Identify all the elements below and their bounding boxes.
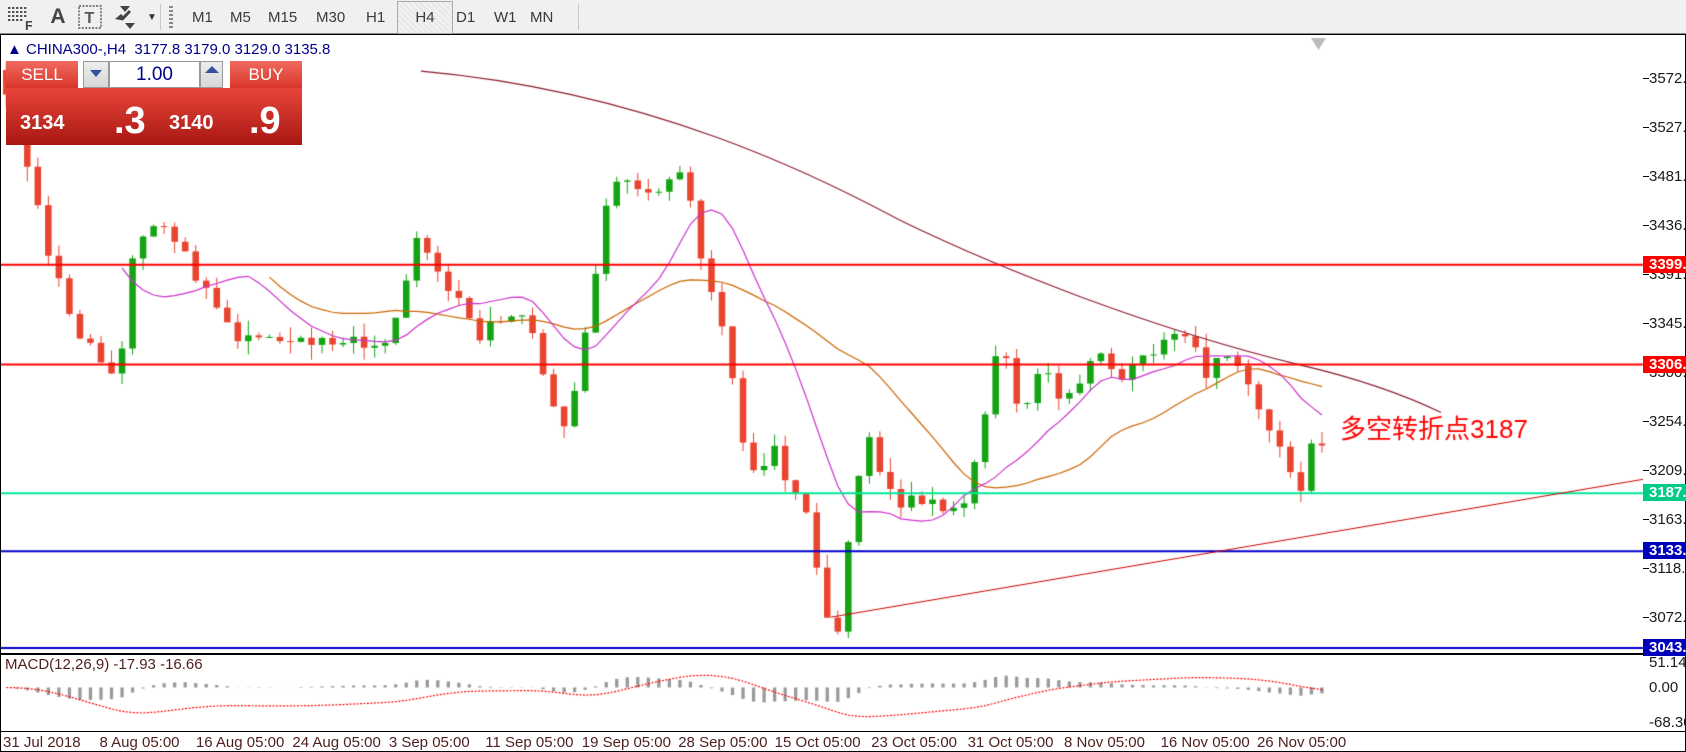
svg-text:T: T bbox=[85, 10, 95, 27]
svg-text:F: F bbox=[25, 18, 32, 33]
